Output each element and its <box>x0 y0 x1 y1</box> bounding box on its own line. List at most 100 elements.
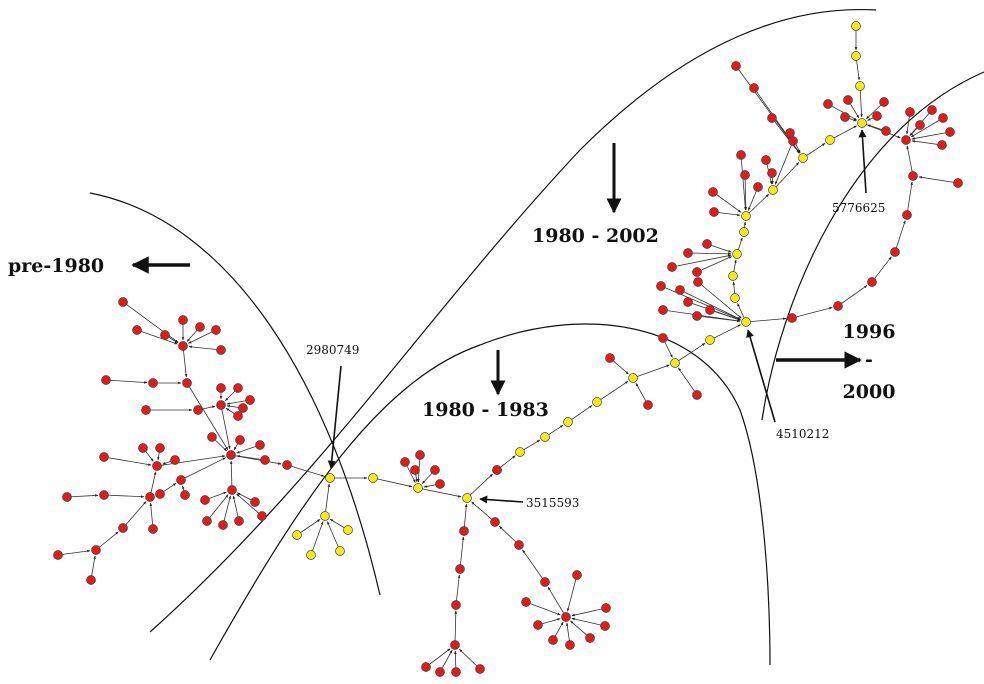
citation-edge <box>567 574 578 612</box>
red-patent-node <box>170 455 180 465</box>
yellow-patent-node <box>825 135 835 145</box>
yellow-patent-node <box>563 417 573 427</box>
red-patent-node <box>234 516 244 526</box>
red-patent-node <box>421 662 431 672</box>
red-patent-node <box>643 400 653 410</box>
red-patent-node <box>565 640 575 650</box>
yellow-patent-node <box>851 51 861 61</box>
citation-edge <box>697 281 742 319</box>
citation-edge <box>547 586 567 618</box>
red-patent-node <box>915 120 925 130</box>
red-patent-node <box>193 405 203 415</box>
citation-edge <box>829 125 857 141</box>
red-patent-node <box>233 411 243 421</box>
label-1996: 1996 <box>843 321 896 343</box>
red-patent-node <box>761 155 771 165</box>
citation-edge <box>188 345 222 351</box>
red-patent-node <box>785 128 795 138</box>
red-patent-node <box>490 517 500 527</box>
citation-edge <box>791 307 833 319</box>
red-patent-node <box>216 345 226 355</box>
red-patent-node <box>675 285 685 295</box>
boundary-pre-1980 <box>89 192 381 596</box>
citation-edge <box>471 501 496 523</box>
red-patent-node <box>867 277 877 287</box>
red-patent-node <box>683 297 693 307</box>
red-patent-node <box>521 597 531 607</box>
patent-5776625-arrow <box>858 129 867 194</box>
red-patent-node <box>753 182 763 192</box>
citation-edge <box>712 191 742 213</box>
red-patent-node <box>238 403 248 413</box>
red-patent-node <box>600 621 610 631</box>
red-patent-node <box>257 511 267 521</box>
red-patent-node <box>141 405 151 415</box>
red-patent-node <box>435 667 445 677</box>
red-patent-node <box>572 570 582 580</box>
red-patent-node <box>155 489 165 499</box>
yellow-patent-node <box>540 432 550 442</box>
red-patent-node <box>53 550 63 560</box>
citation-edge <box>771 117 800 154</box>
red-patent-node <box>945 127 955 137</box>
red-patent-node <box>415 450 425 460</box>
red-patent-node <box>195 322 205 332</box>
red-patent-node <box>905 107 915 117</box>
red-patent-node <box>118 523 128 533</box>
boundary-1980-1983 <box>209 323 771 666</box>
yellow-patent-node <box>855 81 865 91</box>
citation-edge <box>679 289 741 320</box>
red-patent-node <box>702 239 712 249</box>
red-patent-node <box>843 95 853 105</box>
citation-edge <box>455 574 461 606</box>
red-patent-node <box>180 490 190 500</box>
citation-edge <box>910 117 944 138</box>
citation-edge <box>324 483 331 517</box>
red-patent-node <box>890 247 900 257</box>
yellow-patent-node <box>728 271 738 281</box>
patent-3515593-arrow <box>479 495 524 504</box>
red-patent-node <box>118 297 128 307</box>
red-patent-node <box>138 443 148 453</box>
citation-edge <box>774 140 794 185</box>
red-patent-node <box>182 378 192 388</box>
citation-edge <box>188 329 217 344</box>
citation-edge <box>122 301 179 343</box>
red-patent-node <box>736 150 746 160</box>
red-patent-node <box>548 635 558 645</box>
citation-edge <box>105 379 148 384</box>
red-patent-node <box>937 140 947 150</box>
red-patent-node <box>91 545 101 555</box>
red-patent-node <box>202 516 212 526</box>
boundary-1980-2002 <box>149 8 877 633</box>
yellow-patent-node <box>798 153 808 163</box>
red-patent-node <box>833 301 843 311</box>
citation-edge <box>206 494 229 522</box>
citation-edge <box>911 131 951 140</box>
citation-edge <box>709 324 741 341</box>
red-patent-node <box>155 443 165 453</box>
red-patent-node <box>282 460 292 470</box>
red-patent-node <box>400 457 410 467</box>
citation-edge <box>57 549 91 556</box>
red-patent-node <box>475 664 485 674</box>
citation-edge <box>522 549 546 583</box>
red-patent-node <box>692 390 702 400</box>
yellow-patent-node <box>628 373 638 383</box>
patent-label-4510212: 4510212 <box>776 427 829 441</box>
patent-label-2980749: 2980749 <box>306 343 359 357</box>
red-patent-node <box>235 435 245 445</box>
citation-edge <box>906 145 914 177</box>
yellow-patent-node <box>335 546 345 556</box>
citation-edge <box>66 494 99 498</box>
red-patent-node <box>656 281 666 291</box>
citation-edge <box>525 601 561 616</box>
citation-edge <box>136 329 178 345</box>
yellow-patent-node <box>325 473 335 483</box>
citation-edge <box>837 285 868 307</box>
citation-edge <box>567 405 593 423</box>
red-patent-node <box>902 210 912 220</box>
red-patent-node <box>533 620 543 630</box>
red-patent-node <box>218 520 228 530</box>
